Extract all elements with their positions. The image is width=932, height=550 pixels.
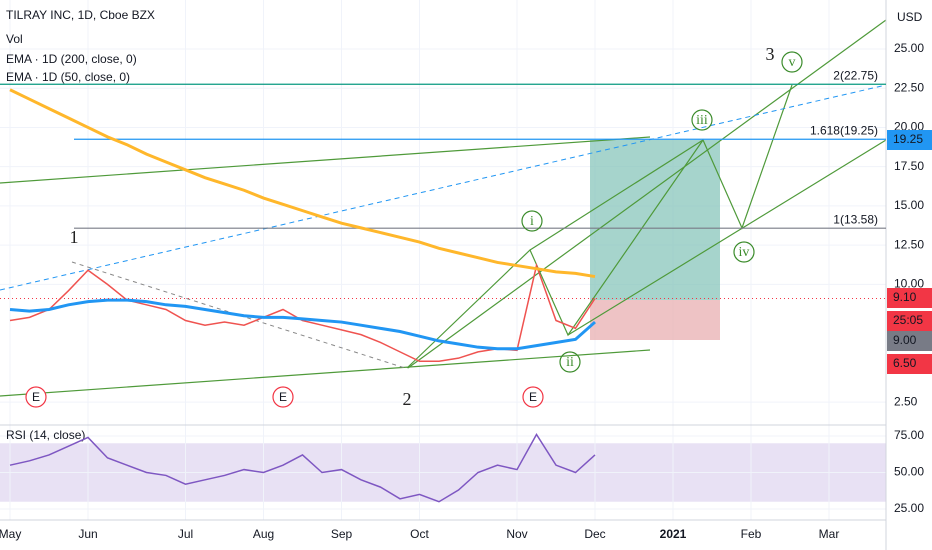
y-tick-label: 17.50 — [894, 159, 924, 173]
legend-item: Vol — [6, 32, 23, 46]
wave-label: iv — [739, 245, 750, 260]
wave-label: 2 — [403, 389, 412, 409]
y-tick-label: 22.50 — [894, 80, 924, 94]
earnings-marker — [25, 386, 47, 408]
earnings-marker — [522, 386, 544, 408]
drawings — [0, 19, 887, 397]
y-tick-label: 2.50 — [894, 394, 918, 408]
x-tick-label: Feb — [741, 527, 762, 541]
legend-item: EMA · 1D (200, close, 0) — [6, 52, 137, 66]
legend-item: EMA · 1D (50, close, 0) — [6, 70, 130, 84]
x-tick-label: 2021 — [660, 527, 687, 541]
price-tag-label: 19.25 — [893, 132, 923, 146]
wave-circle — [559, 351, 581, 373]
wave-label: ii — [566, 355, 574, 370]
dashed-trend — [71, 261, 406, 369]
level-label: 1(13.58) — [833, 212, 878, 226]
x-tick-label: May — [0, 527, 21, 541]
price-tag — [887, 288, 932, 308]
price-tag — [887, 331, 932, 351]
y-tick-label: 15.00 — [894, 198, 924, 212]
x-tick-label: Oct — [410, 527, 429, 541]
wave-circle — [691, 109, 713, 131]
wave-circle — [781, 51, 803, 73]
wave-circle — [521, 210, 543, 232]
stop-zone — [590, 300, 720, 340]
y-tick-label: 25.00 — [894, 501, 924, 515]
x-tick-label: Aug — [253, 527, 274, 541]
level-label: 1.618(19.25) — [810, 123, 878, 137]
price-tag — [887, 354, 932, 374]
x-tick-label: Mar — [819, 527, 840, 541]
price-tag — [887, 130, 932, 150]
price-tag — [887, 311, 932, 331]
x-tick-label: Jun — [78, 527, 97, 541]
rsi-line — [9, 433, 596, 503]
ema-line — [9, 88, 596, 279]
y-tick-label: 75.00 — [894, 428, 924, 442]
x-tick-label: Jul — [178, 527, 193, 541]
x-tick-label: Dec — [584, 527, 605, 541]
wave-label: 1 — [70, 227, 79, 247]
x-tick-label: Sep — [331, 527, 353, 541]
earnings-marker — [272, 386, 294, 408]
earnings-label: E — [279, 390, 287, 404]
wave-circle — [733, 241, 755, 263]
price-tag-label: 9.10 — [893, 290, 917, 304]
ema-line — [9, 298, 596, 351]
currency: USD — [897, 10, 923, 24]
wave-label: v — [789, 55, 796, 70]
y-tick-label: 50.00 — [894, 465, 924, 479]
price-tag-label: 9.00 — [893, 333, 917, 347]
dashed-trend — [0, 84, 887, 291]
y-tick-label: 12.50 — [894, 237, 924, 251]
symbol-title: TILRAY INC, 1D, Cboe BZX — [6, 8, 155, 22]
y-tick-label: 10.00 — [894, 277, 924, 291]
wave-label: 3 — [766, 44, 775, 64]
x-tick-label: Nov — [506, 527, 527, 541]
wave-label: iii — [696, 113, 708, 128]
y-tick-label: 25.00 — [894, 41, 924, 55]
earnings-label: E — [32, 390, 40, 404]
wave-label: i — [530, 214, 534, 229]
price-tag-label: 25:05 — [893, 313, 923, 327]
level-label: 2(22.75) — [833, 68, 878, 82]
earnings-label: E — [529, 390, 537, 404]
rsi-title: RSI (14, close) — [6, 428, 85, 442]
price-tag-label: 6.50 — [893, 356, 917, 370]
